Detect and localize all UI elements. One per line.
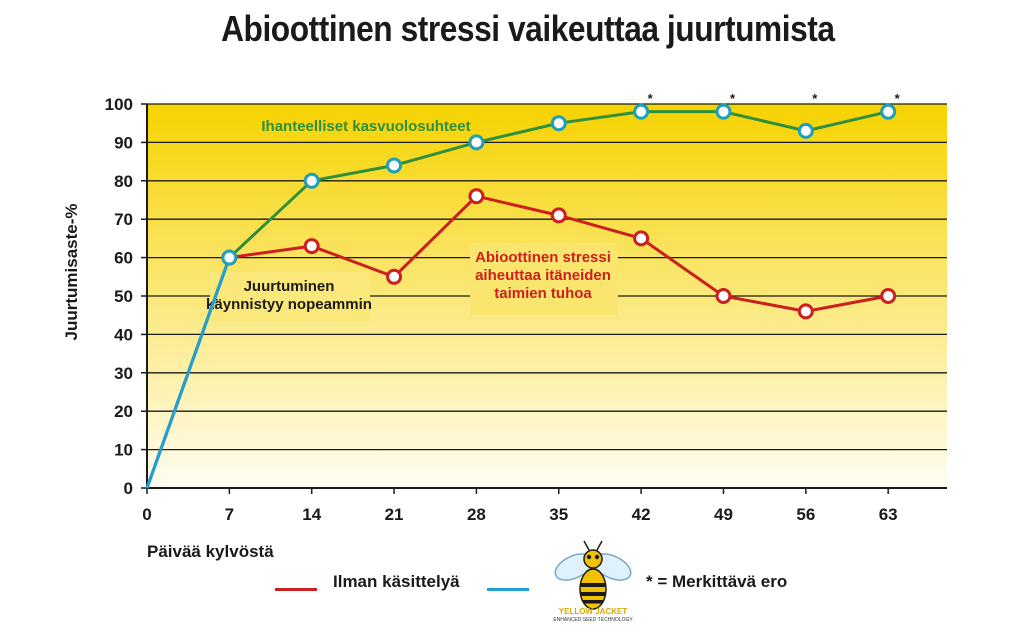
y-tick-label: 10 — [114, 441, 133, 460]
annotations: Ihanteelliset kasvuolosuhteet Juurtuminen… — [206, 118, 618, 322]
x-tick-label: 42 — [632, 505, 651, 524]
series-line-untreated — [145, 194, 889, 489]
y-tick-label: 20 — [114, 402, 133, 421]
significance-star: * — [812, 91, 818, 106]
y-axis-label: Juurtumisaste-% — [62, 204, 81, 341]
legend-significance: * = Merkittävä ero — [646, 572, 788, 591]
marker-ideal — [468, 134, 485, 151]
marker-untreated — [468, 188, 485, 205]
annotation-ideal: Ihanteelliset kasvuolosuhteet — [261, 118, 470, 135]
y-tick-label: 30 — [114, 364, 133, 383]
y-tick-label: 90 — [114, 133, 133, 152]
marker-untreated — [550, 207, 567, 224]
legend-red-line — [275, 588, 317, 591]
x-axis-label: Päivää kylvöstä — [147, 542, 274, 561]
marker-untreated — [386, 268, 403, 285]
axes: 0 10 20 30 40 50 60 70 80 90 100 0 7 14 21 28 35 42 49 56 63 — [105, 95, 947, 524]
x-tick-label: 14 — [302, 505, 321, 524]
logo-text: YELLOW JACKET — [558, 607, 628, 616]
marker-ideal — [633, 103, 650, 120]
series-line-ideal-start — [145, 257, 231, 489]
legend-blue-line — [487, 588, 529, 591]
x-tick-label: 0 — [142, 505, 151, 524]
x-tick-label: 7 — [225, 505, 234, 524]
y-tick-label: 0 — [124, 479, 133, 498]
significance-star: * — [648, 91, 654, 106]
x-tick-label: 21 — [385, 505, 404, 524]
annotation-faster-line: Juurtuminen — [244, 278, 335, 295]
marker-untreated — [633, 230, 650, 247]
annotation-stress-line: Abioottinen stressi — [475, 249, 611, 266]
logo-subtext: ENHANCED SEED TECHNOLOGY — [553, 617, 633, 623]
x-tick-label: 56 — [796, 505, 815, 524]
series — [145, 110, 889, 489]
annotation-faster-line: käynnistyy nopeammin — [206, 296, 372, 313]
x-tick-label: 49 — [714, 505, 733, 524]
annotation-background — [210, 272, 370, 322]
marker-ideal — [550, 115, 567, 132]
marker-untreated — [303, 238, 320, 255]
marker-untreated — [797, 303, 814, 320]
marker-ideal — [303, 172, 320, 189]
marker-ideal — [386, 157, 403, 174]
y-tick-label: 40 — [114, 325, 133, 344]
x-tick-label: 28 — [467, 505, 486, 524]
marker-untreated — [880, 288, 897, 304]
yellow-jacket-logo: YELLOW JACKET ENHANCED SEED TECHNOLOGY — [548, 537, 638, 629]
y-tick-label: 60 — [114, 249, 133, 268]
y-tick-label: 100 — [105, 95, 133, 114]
series-line-ideal — [145, 110, 889, 489]
y-tick-label: 70 — [114, 210, 133, 229]
marker-ideal — [221, 249, 238, 266]
x-tick-label: 35 — [549, 505, 568, 524]
legend-red-label: Ilman käsittelyä — [333, 572, 460, 591]
markers: * * * * — [221, 91, 901, 320]
x-tick-label: 63 — [879, 505, 898, 524]
y-tick-label: 80 — [114, 172, 133, 191]
significance-star: * — [895, 91, 901, 106]
marker-untreated — [715, 288, 732, 304]
marker-ideal — [880, 103, 897, 120]
annotation-stress-line: aiheuttaa itäneiden — [475, 267, 611, 284]
bee-icon — [554, 540, 632, 610]
marker-ideal — [797, 122, 814, 139]
annotation-stress-line: taimien tuhoa — [494, 285, 592, 302]
annotation-background — [470, 243, 618, 315]
marker-ideal — [715, 103, 732, 120]
chart-title: Abioottinen stressi vaikeuttaa juurtumis… — [221, 8, 835, 49]
significance-star: * — [730, 91, 736, 106]
y-tick-label: 50 — [114, 287, 133, 306]
